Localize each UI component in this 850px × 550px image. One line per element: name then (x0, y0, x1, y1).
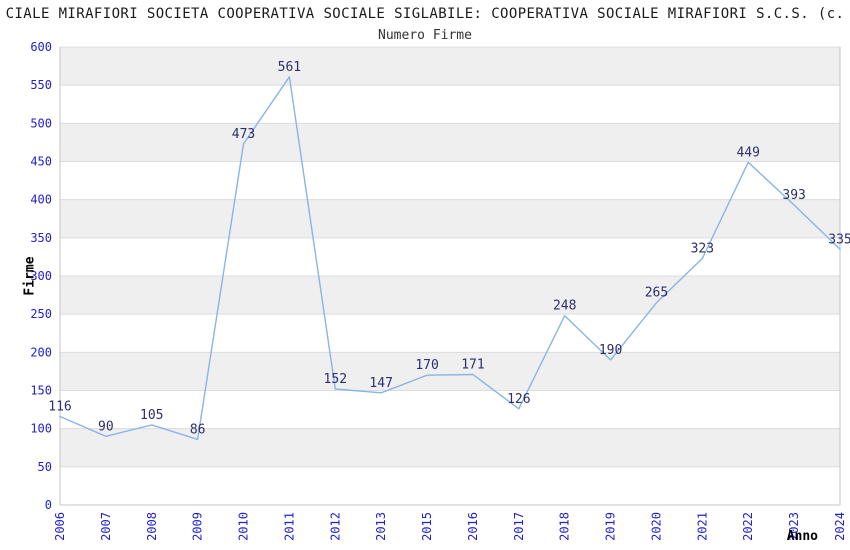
data-label: 116 (48, 399, 71, 414)
data-label: 171 (461, 357, 484, 372)
data-label: 473 (232, 127, 255, 142)
plot-band (60, 428, 840, 467)
plot-band (60, 276, 840, 315)
y-tick-label: 150 (30, 384, 52, 398)
plot-band (60, 352, 840, 391)
chart-title: CIALE MIRAFIORI SOCIETA COOPERATIVA SOCI… (5, 6, 845, 22)
x-axis-title: Anno (786, 529, 818, 544)
x-tick-label: 2018 (558, 512, 572, 541)
x-tick-label: 2016 (466, 512, 480, 541)
y-tick-label: 0 (45, 498, 52, 512)
x-tick-label: 2012 (328, 512, 342, 541)
plot-band (60, 47, 840, 86)
chart-subtitle: Numero Firme (378, 28, 472, 43)
plot-band (60, 123, 840, 162)
data-label: 86 (190, 422, 206, 437)
y-tick-label: 550 (30, 78, 52, 92)
data-label: 323 (691, 241, 714, 256)
y-axis-title: Firme (22, 256, 38, 296)
x-tick-label: 2017 (512, 512, 526, 541)
y-tick-label: 300 (30, 269, 52, 283)
plot-band (60, 199, 840, 238)
data-label: 190 (599, 343, 622, 358)
data-label: 561 (278, 60, 301, 75)
y-tick-label: 450 (30, 155, 52, 169)
data-label: 248 (553, 299, 576, 314)
x-tick-label: 2008 (145, 512, 159, 541)
y-tick-label: 350 (30, 231, 52, 245)
data-label: 393 (782, 188, 805, 203)
y-tick-label: 200 (30, 345, 52, 359)
data-label: 147 (369, 376, 392, 391)
x-tick-label: 2024 (833, 512, 847, 541)
x-tick-label: 2023 (787, 512, 801, 541)
y-tick-label: 50 (38, 460, 52, 474)
data-label: 170 (415, 358, 438, 373)
data-label: 449 (736, 145, 759, 160)
x-tick-label: 2011 (282, 512, 296, 541)
x-tick-label: 2022 (741, 512, 755, 541)
y-tick-label: 250 (30, 307, 52, 321)
x-tick-label: 2009 (191, 512, 205, 541)
x-tick-label: 2015 (420, 512, 434, 541)
data-label: 265 (645, 286, 668, 301)
x-tick-label: 2013 (374, 512, 388, 541)
data-label: 90 (98, 419, 114, 434)
x-tick-label: 2020 (649, 512, 663, 541)
y-tick-label: 500 (30, 116, 52, 130)
data-label: 105 (140, 408, 163, 423)
y-tick-label: 600 (30, 40, 52, 54)
y-tick-label: 400 (30, 193, 52, 207)
x-tick-label: 2007 (99, 512, 113, 541)
x-tick-label: 2019 (604, 512, 618, 541)
x-tick-label: 2021 (695, 512, 709, 541)
data-label: 126 (507, 392, 530, 407)
x-tick-label: 2006 (53, 512, 67, 541)
data-label: 152 (324, 372, 347, 387)
series-line (59, 76, 841, 441)
data-label: 335 (828, 232, 850, 247)
x-tick-label: 2010 (237, 512, 251, 541)
y-tick-label: 100 (30, 422, 52, 436)
